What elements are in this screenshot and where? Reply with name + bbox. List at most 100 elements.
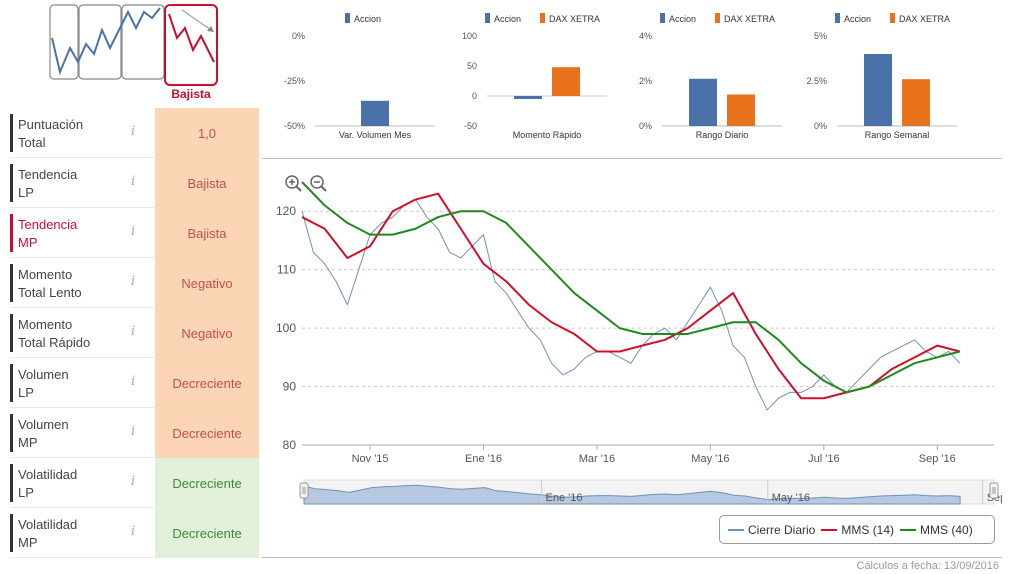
legend-item-sma40[interactable]: MMS (40) (900, 523, 973, 537)
legend-label: Accion (669, 14, 696, 24)
y-tick-label: 100 (276, 321, 296, 335)
row-marker (10, 414, 13, 452)
indicator-row[interactable]: Momento Total Rápido i Negativo (10, 308, 259, 358)
legend-swatch (835, 13, 840, 23)
info-icon[interactable]: i (131, 474, 136, 489)
row-marker (10, 514, 13, 552)
indicator-row[interactable]: Volumen MP i Decreciente (10, 408, 259, 458)
tick-label: 0% (814, 121, 827, 131)
info-icon[interactable]: i (131, 524, 136, 539)
series-sma40 (301, 181, 961, 394)
indicator-name: Puntuación Total (18, 117, 84, 150)
indicator-name: Volumen LP (18, 367, 69, 400)
legend-close-label: Cierre Diario (748, 522, 816, 537)
x-tick-label: Nov '15 (352, 453, 389, 465)
trend-badge: Bajista (49, 4, 218, 101)
row-separator (10, 307, 155, 308)
x-tick-label: Ene '16 (465, 453, 502, 465)
tick-label: 50 (467, 61, 477, 71)
info-icon[interactable]: i (131, 174, 136, 189)
indicator-value: Negativo (155, 258, 259, 308)
row-marker (10, 314, 13, 352)
navigator-handle-right[interactable] (989, 482, 999, 499)
y-tick-label: 120 (276, 204, 296, 218)
series-sma14 (301, 192, 961, 400)
indicator-value: Negativo (155, 308, 259, 358)
x-tick-label: May '16 (691, 453, 729, 465)
tick-label: 0% (292, 31, 305, 41)
mini-chart-daily-range: Accion DAX XETRA 4% 2% 0% Rango Diario (639, 13, 782, 140)
row-marker (10, 264, 13, 302)
row-separator (10, 207, 155, 208)
x-tick-label: Jul '16 (808, 453, 839, 465)
x-tick-label: Mar '16 (579, 453, 615, 465)
mini-chart-momentum: Accion DAX XETRA 100 50 0 -50 Momento Rápido (462, 13, 607, 140)
indicator-name: Volatilidad LP (18, 467, 78, 500)
indicator-name: Tendencia MP (18, 217, 78, 250)
indicator-row[interactable]: Puntuación Total i 1,0 (10, 108, 259, 158)
mini-chart-title: Rango Semanal (865, 130, 930, 140)
info-icon[interactable]: i (131, 124, 136, 139)
navigator-area (303, 484, 961, 505)
indicator-name: Momento Total Rápido (18, 317, 91, 350)
legend-swatch (485, 13, 490, 23)
legend-swatch (890, 13, 895, 23)
indicator-name: Volatilidad MP (18, 517, 78, 550)
row-separator (10, 257, 155, 258)
legend-label: Accion (354, 14, 381, 24)
legend-swatch (540, 13, 545, 23)
indicator-list: Puntuación Total i 1,0 Tendencia LP i Baji… (10, 108, 259, 558)
series-close (301, 199, 961, 411)
indicator-row[interactable]: Tendencia MP i Bajista (10, 208, 259, 258)
indicator-row[interactable]: Volatilidad LP i Decreciente (10, 458, 259, 508)
legend-label: DAX XETRA (549, 14, 600, 24)
zoom-out-icon[interactable] (310, 175, 327, 192)
bar (514, 96, 542, 99)
tick-label: 0% (639, 121, 652, 131)
indicator-value: Decreciente (155, 508, 259, 558)
y-tick-label: 80 (283, 438, 297, 452)
legend-swatch (345, 13, 350, 23)
row-separator (10, 457, 155, 458)
indicator-row[interactable]: Volatilidad MP i Decreciente (10, 508, 259, 558)
info-icon[interactable]: i (131, 424, 136, 439)
badge-label: Bajista (171, 87, 211, 101)
tick-label: 2% (639, 76, 652, 86)
bar (361, 100, 389, 126)
row-separator (10, 557, 155, 558)
mini-chart-volume: Accion 0% -25% -50% Var. Volumen Mes (284, 13, 435, 140)
legend-sma40-label: MMS (40) (920, 522, 973, 537)
legend-item-close[interactable]: Cierre Diario (728, 523, 815, 537)
indicator-value: Decreciente (155, 458, 259, 508)
bar (552, 67, 580, 96)
price-chart[interactable]: 80 90 100 110 120 Nov '15 Ene '16 Mar '16 May '1… (262, 162, 1002, 512)
chart-legend[interactable]: Cierre Diario MMS (14) MMS (40) (719, 515, 995, 544)
indicator-row[interactable]: Momento Total Lento i Negativo (10, 258, 259, 308)
y-tick-label: 110 (277, 263, 296, 277)
row-separator (10, 407, 155, 408)
legend-swatch (660, 13, 665, 23)
bar (902, 79, 930, 126)
navigator-handle-left[interactable] (299, 482, 309, 499)
indicator-value: Bajista (155, 158, 259, 208)
mini-chart-title: Rango Diario (696, 130, 749, 140)
info-icon[interactable]: i (131, 224, 136, 239)
info-icon[interactable]: i (131, 274, 136, 289)
indicator-name: Volumen MP (18, 417, 69, 450)
tick-label: -25% (284, 76, 305, 86)
indicator-value: Decreciente (155, 408, 259, 458)
row-separator (10, 157, 155, 158)
tick-label: 5% (814, 31, 827, 41)
info-icon[interactable]: i (131, 324, 136, 339)
tick-label: 100 (462, 31, 477, 41)
tick-label: -50 (464, 121, 477, 131)
zoom-in-icon[interactable] (285, 175, 302, 192)
indicator-row[interactable]: Tendencia LP i Bajista (10, 158, 259, 208)
indicator-row[interactable]: Volumen LP i Decreciente (10, 358, 259, 408)
info-icon[interactable]: i (131, 374, 136, 389)
mini-chart-title: Var. Volumen Mes (339, 130, 412, 140)
legend-item-sma14[interactable]: MMS (14) (821, 523, 894, 537)
legend-swatch (715, 13, 720, 23)
bar (864, 54, 892, 126)
